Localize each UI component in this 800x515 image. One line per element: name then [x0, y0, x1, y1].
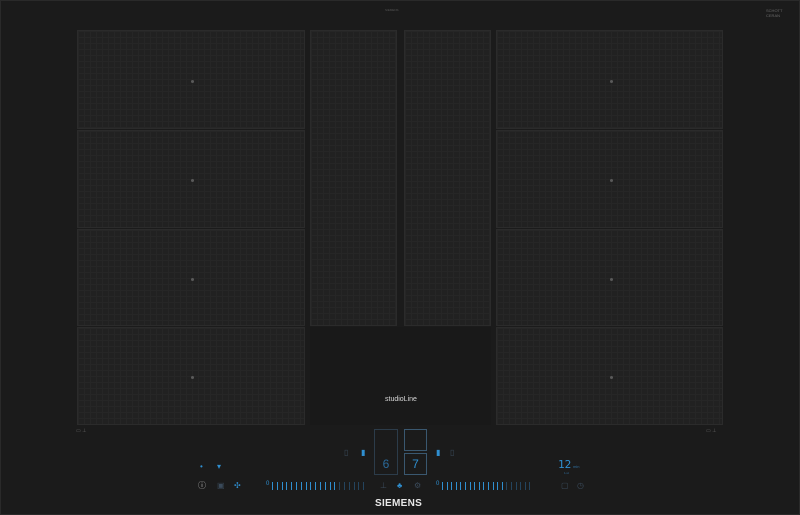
hood-icon[interactable]: • [200, 462, 203, 471]
slider-tick[interactable] [358, 482, 360, 490]
slider-tick[interactable] [305, 482, 307, 490]
slider-tick[interactable] [348, 482, 350, 490]
zone-left-1 [77, 30, 305, 129]
zone-marker-right: ▭ ⊥ [706, 428, 717, 434]
clock-icon[interactable]: ◷ [577, 481, 584, 490]
slider-tick[interactable] [310, 482, 312, 490]
frying-sensor-icon[interactable]: ⊥ [380, 481, 387, 490]
studioline-label: studioLine [385, 396, 417, 403]
slider-tick[interactable] [469, 482, 471, 490]
left-power-display[interactable]: 6 [374, 429, 398, 475]
slider-tick[interactable] [315, 482, 317, 490]
slider-tick[interactable] [460, 482, 462, 490]
siemens-logo: SIEMENS [375, 498, 423, 509]
slider-tick[interactable] [515, 482, 517, 490]
slider-tick[interactable] [488, 482, 489, 490]
power-slider-right[interactable]: 0 [436, 481, 536, 490]
zone-center-right [404, 30, 491, 326]
slider-tick[interactable] [497, 482, 499, 490]
settings-icon[interactable]: ⚙ [414, 481, 422, 490]
timer-sub: 1-H [564, 471, 569, 475]
slider-tick[interactable] [296, 482, 297, 490]
timer-display[interactable]: 12 [558, 458, 572, 471]
slider-tick[interactable] [276, 482, 278, 490]
slider-tick[interactable] [455, 482, 457, 490]
slider-tick[interactable] [286, 482, 288, 490]
slider-tick[interactable] [281, 482, 283, 490]
timer-unit: min [573, 464, 580, 469]
zone-left-4 [77, 327, 305, 425]
zone-right-1 [496, 30, 723, 129]
right-zone-top-display[interactable] [404, 429, 427, 451]
slider-tick[interactable] [478, 482, 480, 490]
zone-right-2 [496, 130, 723, 228]
slider-tick[interactable] [353, 482, 355, 490]
zone-indicator-right-icon: ▮ [436, 448, 441, 457]
slider-tick[interactable] [334, 482, 336, 490]
zone-center-left [310, 30, 397, 326]
power-icon[interactable]: ⓘ [198, 481, 206, 490]
slider-min-label: 0 [266, 481, 270, 487]
slider-tick[interactable] [511, 482, 512, 490]
zone-left-2 [77, 130, 305, 228]
slider-tick[interactable] [506, 482, 508, 490]
right-power-display[interactable]: 7 [404, 453, 427, 475]
slider-min-label: 0 [436, 481, 440, 487]
slider-tick[interactable] [272, 482, 273, 490]
lock-icon[interactable]: ♣ [397, 481, 403, 490]
slider-tick[interactable] [474, 482, 476, 490]
slider-tick[interactable] [492, 482, 494, 490]
schott-ceran-logo: SCHOTT CERAN [766, 8, 783, 18]
slider-tick[interactable] [363, 482, 365, 490]
top-mark: SIEMENS [385, 8, 399, 12]
power-slider-left[interactable]: 0 [266, 481, 370, 490]
zone-right-3 [496, 229, 723, 326]
zone-left-3 [77, 229, 305, 326]
slider-tick[interactable] [529, 482, 531, 490]
timer-icon[interactable]: ▢ [561, 481, 569, 490]
slider-tick[interactable] [344, 482, 345, 490]
slider-tick[interactable] [329, 482, 331, 490]
slider-tick[interactable] [524, 482, 526, 490]
slider-tick[interactable] [446, 482, 448, 490]
slider-tick[interactable] [291, 482, 293, 490]
fan-icon[interactable]: ▣ [217, 481, 225, 490]
slider-tick[interactable] [442, 482, 443, 490]
zone-select-left-icon[interactable]: ▯ [344, 448, 349, 457]
slider-tick[interactable] [300, 482, 302, 490]
slider-tick[interactable] [320, 482, 321, 490]
zone-indicator-left-icon: ▮ [361, 448, 366, 457]
slider-tick[interactable] [501, 482, 503, 490]
slider-tick[interactable] [465, 482, 466, 490]
slider-tick[interactable] [520, 482, 522, 490]
slider-tick[interactable] [339, 482, 341, 490]
boost-icon[interactable]: ✣ [234, 481, 241, 490]
zone-right-4 [496, 327, 723, 425]
zone-select-right-icon[interactable]: ▯ [450, 448, 455, 457]
slider-tick[interactable] [324, 482, 326, 490]
slider-tick[interactable] [451, 482, 453, 490]
slider-tick[interactable] [483, 482, 485, 490]
free-area [310, 327, 491, 425]
zone-marker-left: ▭ ⊥ [76, 428, 87, 434]
wifi-icon[interactable]: ▾ [217, 462, 222, 471]
